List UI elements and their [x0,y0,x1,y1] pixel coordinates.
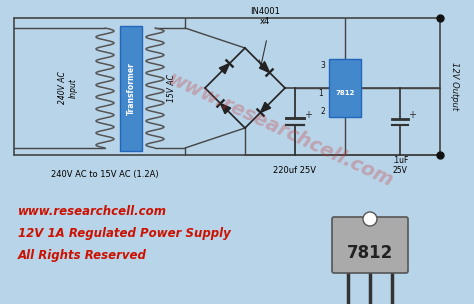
Text: All Rights Reserved: All Rights Reserved [18,249,147,262]
FancyBboxPatch shape [332,217,408,273]
Text: 15V AC: 15V AC [167,74,176,102]
Text: +: + [304,110,312,120]
Bar [329,59,361,117]
Bar [120,26,142,151]
Text: 7812: 7812 [335,90,355,96]
Text: +: + [408,110,416,120]
Polygon shape [220,103,231,114]
Text: 12V 1A Regulated Power Supply: 12V 1A Regulated Power Supply [18,227,231,240]
Text: Transformer: Transformer [127,62,136,115]
Polygon shape [261,102,271,112]
Polygon shape [219,64,229,74]
Text: IN4001
x4: IN4001 x4 [250,7,280,26]
Text: .1uF
25V: .1uF 25V [392,156,408,175]
Text: 3: 3 [320,60,326,70]
Text: 12V Output: 12V Output [450,62,459,111]
Text: 7812: 7812 [347,244,393,262]
Text: 240V AC to 15V AC (1.2A): 240V AC to 15V AC (1.2A) [51,171,159,179]
Text: 1: 1 [318,88,323,98]
Circle shape [363,212,377,226]
Text: 2: 2 [320,106,325,116]
Text: 240V AC
Input: 240V AC Input [58,71,78,105]
Text: www.researchcell.com: www.researchcell.com [18,205,167,218]
Text: 220uf 25V: 220uf 25V [273,166,317,175]
Polygon shape [259,62,270,73]
Text: www.researchcell.com: www.researchcell.com [164,69,396,191]
